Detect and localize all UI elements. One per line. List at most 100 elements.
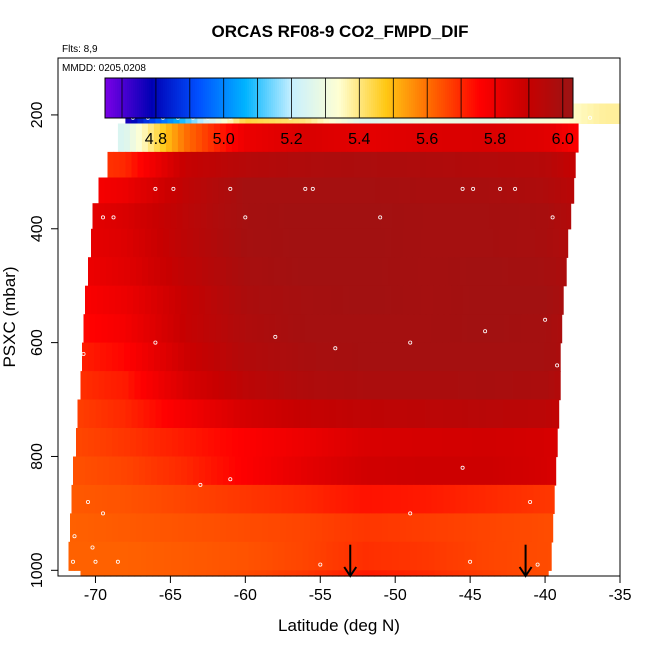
heatmap-cell bbox=[206, 177, 214, 204]
heatmap-cell bbox=[244, 428, 251, 458]
colorbar-cell bbox=[401, 78, 404, 118]
heatmap-cell bbox=[305, 314, 313, 344]
heatmap-cell bbox=[401, 314, 409, 344]
heatmap-cell bbox=[287, 484, 295, 514]
heatmap-cell bbox=[245, 484, 253, 514]
colorbar-cell bbox=[407, 78, 410, 118]
heatmap-cell bbox=[403, 285, 410, 315]
heatmap-cell bbox=[412, 257, 419, 287]
heatmap-cell bbox=[500, 541, 508, 571]
heatmap-cell bbox=[244, 342, 251, 372]
heatmap-cell bbox=[448, 257, 455, 287]
heatmap-cell bbox=[517, 228, 524, 258]
heatmap-cell bbox=[308, 570, 316, 577]
heatmap-cell bbox=[143, 399, 151, 429]
heatmap-cell bbox=[529, 456, 536, 486]
colorbar-cell bbox=[495, 78, 498, 118]
heatmap-cell bbox=[308, 541, 316, 571]
heatmap-row-15 bbox=[70, 513, 554, 543]
colorbar-cell bbox=[147, 78, 150, 118]
heatmap-cell bbox=[260, 541, 268, 571]
heatmap-cell bbox=[550, 342, 557, 372]
heatmap-cell bbox=[502, 342, 509, 372]
heatmap-cell bbox=[335, 399, 343, 429]
colorbar-cell bbox=[249, 78, 252, 118]
colorbar-cell bbox=[247, 78, 250, 118]
heatmap-cell bbox=[182, 177, 190, 204]
colorbar-cell bbox=[559, 78, 562, 118]
heatmap-cell bbox=[163, 285, 170, 315]
heatmap-cell bbox=[164, 177, 172, 204]
sample-point bbox=[483, 329, 488, 334]
colorbar-cell bbox=[563, 78, 566, 118]
heatmap-cell bbox=[139, 285, 146, 315]
heatmap-cell bbox=[511, 456, 518, 486]
colorbar-cell bbox=[557, 78, 560, 118]
heatmap-cell bbox=[188, 541, 196, 571]
heatmap-cell bbox=[430, 513, 437, 543]
heatmap-cell bbox=[315, 123, 323, 153]
heatmap-cell bbox=[549, 123, 557, 153]
heatmap-cell bbox=[442, 257, 449, 287]
heatmap-cell bbox=[362, 570, 370, 577]
colorbar-cell bbox=[435, 78, 438, 118]
heatmap-cell bbox=[374, 203, 382, 230]
heatmap-cell bbox=[119, 484, 127, 514]
colorbar-cell bbox=[363, 78, 366, 118]
colorbar-cell bbox=[245, 78, 248, 118]
heatmap-cell bbox=[190, 513, 197, 543]
heatmap-cell bbox=[292, 257, 299, 287]
heatmap-cell bbox=[179, 314, 187, 344]
heatmap-cell bbox=[197, 151, 205, 179]
heatmap-cell bbox=[356, 203, 364, 230]
heatmap-cell bbox=[194, 371, 202, 401]
colorbar-cell bbox=[177, 78, 180, 118]
colorbar-cell bbox=[503, 78, 506, 118]
heatmap-cell bbox=[277, 228, 284, 258]
heatmap-cell bbox=[262, 428, 269, 458]
sample-point bbox=[535, 562, 540, 567]
heatmap-cell bbox=[95, 484, 103, 514]
heatmap-cell bbox=[376, 428, 383, 458]
heatmap-cell bbox=[385, 228, 392, 258]
heatmap-cell bbox=[464, 371, 472, 401]
heatmap-cell bbox=[494, 541, 502, 571]
heatmap-cell bbox=[158, 541, 166, 571]
heatmap-cell bbox=[356, 371, 364, 401]
heatmap-cell bbox=[244, 513, 251, 543]
heatmap-cell bbox=[316, 257, 323, 287]
colorbar-cell bbox=[193, 78, 196, 118]
heatmap-cell bbox=[497, 151, 505, 179]
heatmap-cell bbox=[554, 371, 561, 401]
sample-point bbox=[273, 334, 278, 339]
heatmap-cell bbox=[338, 371, 346, 401]
heatmap-cell bbox=[527, 399, 535, 429]
heatmap-cell bbox=[91, 228, 98, 258]
heatmap-cell bbox=[268, 513, 275, 543]
heatmap-cell bbox=[263, 399, 271, 429]
colorbar-cell bbox=[353, 78, 356, 118]
heatmap-cell bbox=[392, 177, 400, 204]
heatmap-cell bbox=[587, 103, 594, 124]
heatmap-cell bbox=[458, 570, 466, 577]
heatmap-row-6 bbox=[88, 257, 567, 287]
heatmap-cell bbox=[413, 314, 421, 344]
heatmap-cell bbox=[514, 257, 521, 287]
heatmap-cell bbox=[161, 314, 169, 344]
heatmap-row-3 bbox=[98, 177, 575, 204]
heatmap-cell bbox=[203, 484, 211, 514]
heatmap-cell bbox=[524, 203, 532, 230]
heatmap-cell bbox=[551, 399, 559, 429]
heatmap-cell bbox=[218, 177, 226, 204]
heatmap-cell bbox=[196, 257, 203, 287]
heatmap-cell bbox=[265, 456, 272, 486]
heatmap-cell bbox=[449, 314, 457, 344]
heatmap-cell bbox=[251, 399, 259, 429]
heatmap-cell bbox=[605, 103, 612, 124]
heatmap-cell bbox=[241, 456, 248, 486]
heatmap-cell bbox=[224, 570, 232, 577]
heatmap-cell bbox=[125, 151, 133, 179]
heatmap-cell bbox=[121, 228, 128, 258]
heatmap-cell bbox=[109, 228, 116, 258]
heatmap-cell bbox=[391, 228, 398, 258]
